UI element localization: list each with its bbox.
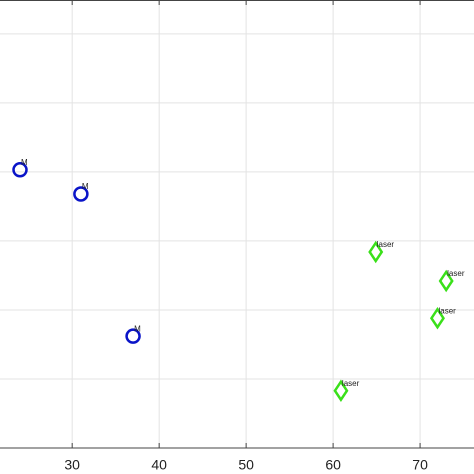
point-label: laser bbox=[377, 240, 395, 249]
circle-marker bbox=[125, 328, 141, 344]
circle-marker bbox=[73, 186, 89, 202]
point-label: laser bbox=[342, 379, 360, 388]
point-label: M bbox=[134, 324, 141, 333]
diamond-marker bbox=[368, 240, 384, 264]
point-label: M bbox=[21, 158, 28, 167]
plot-area bbox=[0, 0, 474, 448]
diamond-marker bbox=[438, 269, 454, 293]
x-tick-label: 60 bbox=[325, 457, 341, 473]
point-label: laser bbox=[447, 269, 465, 278]
point-label: laser bbox=[438, 306, 456, 315]
diamond-marker bbox=[429, 306, 445, 330]
x-tick-label: 70 bbox=[412, 457, 428, 473]
circle-marker bbox=[12, 162, 28, 178]
x-tick-label: 40 bbox=[151, 457, 167, 473]
x-tick-label: 50 bbox=[238, 457, 254, 473]
point-label: M bbox=[82, 182, 89, 191]
diamond-marker bbox=[333, 379, 349, 402]
x-tick-label: 30 bbox=[64, 457, 80, 473]
